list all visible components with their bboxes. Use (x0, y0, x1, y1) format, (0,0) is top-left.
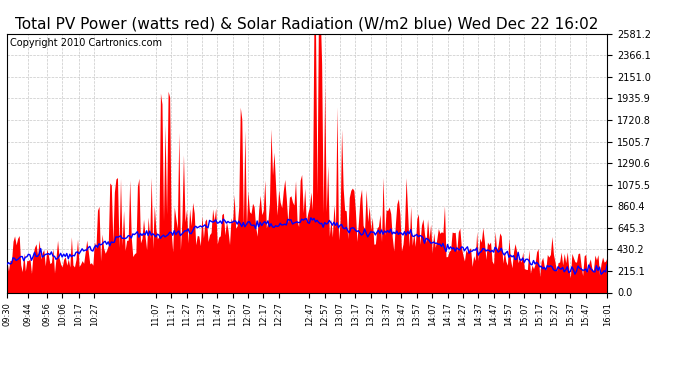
Title: Total PV Power (watts red) & Solar Radiation (W/m2 blue) Wed Dec 22 16:02: Total PV Power (watts red) & Solar Radia… (15, 16, 599, 31)
Text: Copyright 2010 Cartronics.com: Copyright 2010 Cartronics.com (10, 38, 162, 48)
